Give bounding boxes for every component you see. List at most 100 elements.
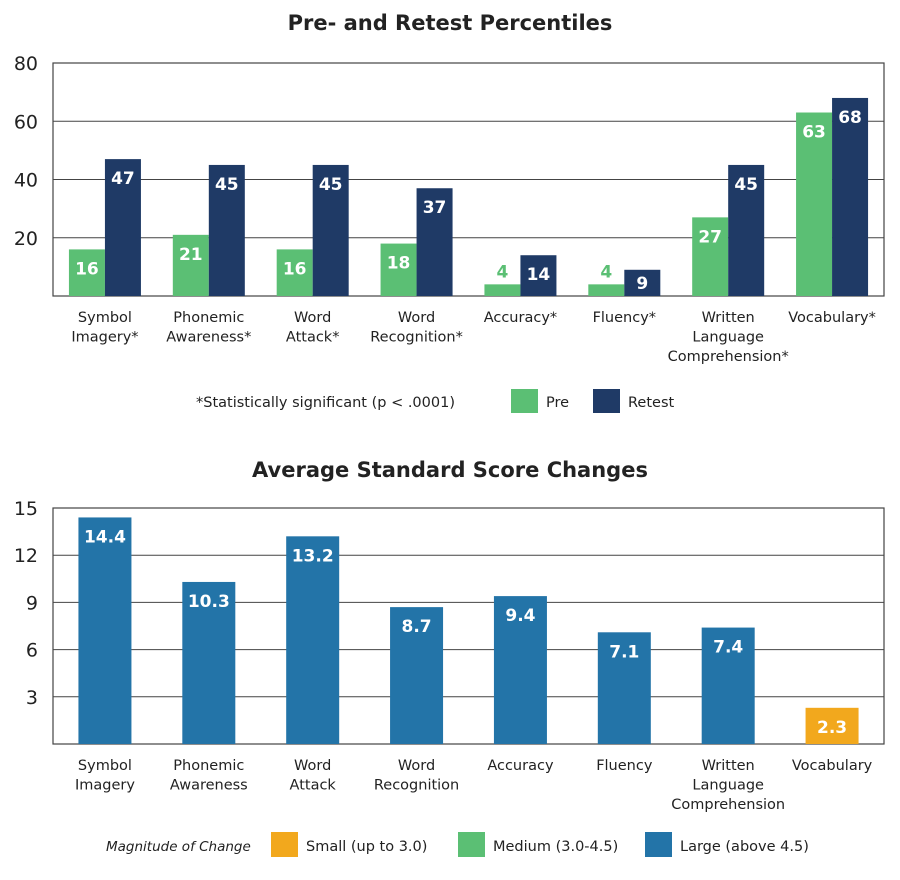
c2-xtick-label: Phonemic <box>173 758 244 774</box>
legend-label-large: Large (above 4.5) <box>680 839 809 855</box>
c1-xtick-label: Word <box>398 310 435 326</box>
legend-label-small: Small (up to 3.0) <box>306 839 427 855</box>
c1-xtick-label: Word <box>294 310 331 326</box>
c2-xtick-label: Recognition <box>374 778 459 794</box>
c1-data-label: 45 <box>319 175 343 195</box>
c2-xtick-label: Attack <box>290 778 337 794</box>
c1-xtick-label: Comprehension* <box>668 349 789 365</box>
c1-data-label: 18 <box>387 254 411 274</box>
c2-bar-value-word-recognition <box>390 607 444 744</box>
c2-plot-frame <box>52 507 885 745</box>
c2-bar-value-vocabulary <box>805 707 859 744</box>
c1-data-label: 37 <box>423 198 447 218</box>
legend-label-retest: Retest <box>628 395 675 411</box>
chart2-legend-title: Magnitude of Change <box>106 839 251 855</box>
c1-data-label: 21 <box>179 245 203 265</box>
legend-swatch-medium <box>458 832 485 857</box>
c1-data-label: 63 <box>802 123 826 143</box>
c1-data-label: 9 <box>636 274 648 294</box>
c2-data-label: 2.3 <box>817 718 847 738</box>
c1-data-label: 45 <box>215 175 239 195</box>
c2-xtick-label: Written <box>702 758 755 774</box>
c1-bar-pre-word-attack <box>276 249 313 296</box>
c1-xtick-label: Accuracy* <box>484 310 557 326</box>
c1-bar-pre-fluency <box>588 284 625 296</box>
c2-xtick-label: Imagery <box>75 778 135 794</box>
legend-swatch-small <box>271 832 298 857</box>
chart1-title: Pre- and Retest Percentiles <box>288 11 613 35</box>
c1-xtick-label: Symbol <box>78 310 132 326</box>
c1-bar-retest-word-attack <box>312 164 349 296</box>
c2-xtick-label: Awareness <box>170 778 248 794</box>
c2-xtick-label: Vocabulary <box>792 758 873 774</box>
legend-label-medium: Medium (3.0-4.5) <box>493 839 618 855</box>
c1-bar-pre-phonemic-awareness <box>172 234 209 296</box>
c2-bar-value-phonemic-awareness <box>182 581 236 744</box>
c2-data-label: 8.7 <box>402 617 432 637</box>
c2-bar-value-written-language-comprehension <box>701 627 755 744</box>
legend-swatch-pre <box>511 389 538 413</box>
c1-bar-pre-word-recognition <box>380 243 417 296</box>
legend-label-pre: Pre <box>546 395 569 411</box>
score-changes-chart: Average Standard Score Changes 3 6 9 12 15 S… <box>14 458 885 857</box>
c1-bar-pre-written-language-comprehension <box>692 217 729 296</box>
c2-ytick-label: 6 <box>26 640 38 662</box>
c1-bar-retest-word-recognition <box>416 188 453 296</box>
c2-data-label: 7.4 <box>713 638 743 658</box>
c2-xtick-label: Word <box>398 758 435 774</box>
c1-data-label: 16 <box>75 259 99 279</box>
c2-data-label: 14.4 <box>84 527 126 547</box>
c1-bar-pre-accuracy <box>484 284 521 296</box>
c2-bar-value-accuracy <box>493 596 547 744</box>
c1-xtick-label: Recognition* <box>370 330 463 346</box>
c1-xtick-label: Written <box>702 310 755 326</box>
c2-xtick-label: Fluency <box>596 758 653 774</box>
c1-ytick-label: 40 <box>14 170 38 192</box>
c1-bar-pre-vocabulary <box>796 112 833 296</box>
percentiles-chart: Pre- and Retest Percentiles 20 40 60 80 Sym… <box>14 11 885 413</box>
chart1-footnote: *Statistically significant (p < .0001) <box>196 395 455 411</box>
c1-data-label: 47 <box>111 169 135 189</box>
c1-xtick-label: Phonemic <box>173 310 244 326</box>
c1-data-label: 16 <box>283 259 307 279</box>
c1-data-label: 4 <box>497 262 509 282</box>
c1-data-label: 27 <box>698 227 722 247</box>
c2-xtick-label: Accuracy <box>487 758 554 774</box>
c1-bar-pre-symbol-imagery <box>68 249 105 296</box>
c2-data-label: 13.2 <box>292 546 334 566</box>
c2-xtick-label: Comprehension <box>671 797 785 813</box>
c2-ytick-label: 9 <box>26 592 38 614</box>
c1-xtick-label: Imagery* <box>71 330 138 346</box>
c2-data-label: 9.4 <box>505 606 535 626</box>
c2-xtick-label: Language <box>692 778 764 794</box>
c1-data-label: 45 <box>734 175 758 195</box>
c2-bar-value-word-attack <box>286 536 340 744</box>
c2-xtick-label: Word <box>294 758 331 774</box>
legend-swatch-large <box>645 832 672 857</box>
c1-bar-retest-accuracy <box>520 255 557 296</box>
c1-data-label: 4 <box>600 262 612 282</box>
c1-xtick-label: Fluency* <box>593 310 656 326</box>
c1-bar-retest-symbol-imagery <box>104 159 141 296</box>
c2-ytick-label: 12 <box>14 545 38 567</box>
chart2-title: Average Standard Score Changes <box>252 458 648 482</box>
c1-ytick-label: 20 <box>14 228 38 250</box>
c2-ytick-label: 3 <box>26 687 38 709</box>
c2-ytick-label: 15 <box>14 498 38 520</box>
c1-ytick-label: 80 <box>14 53 38 75</box>
c1-bar-retest-fluency <box>624 269 661 296</box>
c1-xtick-label: Awareness* <box>166 330 251 346</box>
c1-ytick-label: 60 <box>14 111 38 133</box>
c2-data-label: 7.1 <box>609 642 639 662</box>
c2-bar-value-fluency <box>597 632 651 744</box>
c1-bar-retest-vocabulary <box>832 97 869 296</box>
c2-data-label: 10.3 <box>188 592 230 612</box>
c2-bar-value-symbol-imagery <box>78 517 132 744</box>
legend-swatch-retest <box>593 389 620 413</box>
c1-bar-retest-written-language-comprehension <box>728 164 765 296</box>
c1-xtick-label: Attack* <box>286 330 340 346</box>
c2-xtick-label: Symbol <box>78 758 132 774</box>
c1-data-label: 14 <box>527 265 551 285</box>
c1-bar-retest-phonemic-awareness <box>208 164 245 296</box>
